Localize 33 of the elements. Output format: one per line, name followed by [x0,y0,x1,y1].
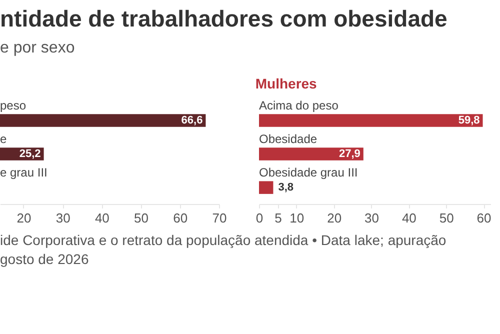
x-tick-label: 40 [94,210,110,226]
x-tick-label: 5 [274,210,282,226]
x-tick-label: 30 [56,210,70,226]
bar [259,114,483,127]
data-label: 27,9 [338,148,360,160]
y-tick-label: Obesidade [259,132,318,146]
x-tick-label: 0 [256,210,264,226]
x-tick-label: 40 [402,210,416,226]
data-label: 66,6 [181,114,203,126]
x-tick-label: 50 [134,210,149,226]
x-tick-label: 20 [327,210,342,226]
x-tick-label: 10 [290,210,304,226]
x-tick-label: 70 [212,210,227,226]
text: gosto de 2026 [0,250,90,269]
x-tick-label: 30 [364,210,379,226]
y-tick-label: Obesidade grau III [259,166,358,180]
y-tick-label: peso [0,98,26,112]
y-tick-label: Acima do peso [259,98,339,112]
y-tick-label: e [0,132,7,146]
chart-title: ntidade de trabalhadores com obesidade [0,5,448,32]
x-tick-label: 20 [16,210,32,226]
bar [259,148,364,160]
data-label: 59,8 [458,114,480,126]
text: ide Corporativa e o retrato da população atendida • Data lake; apuração [0,231,448,250]
x-tick-label: 60 [476,210,492,226]
chart-subtitle: e por sexo [0,39,75,56]
bar [259,181,274,194]
x-tick-label: 60 [173,210,188,226]
data-label: 25,2 [19,148,41,160]
data-label: 3,8 [278,182,294,194]
chart-title: Mulheres [255,75,318,92]
y-tick-label: e grau III [0,166,48,180]
x-tick-label: 50 [439,210,454,226]
